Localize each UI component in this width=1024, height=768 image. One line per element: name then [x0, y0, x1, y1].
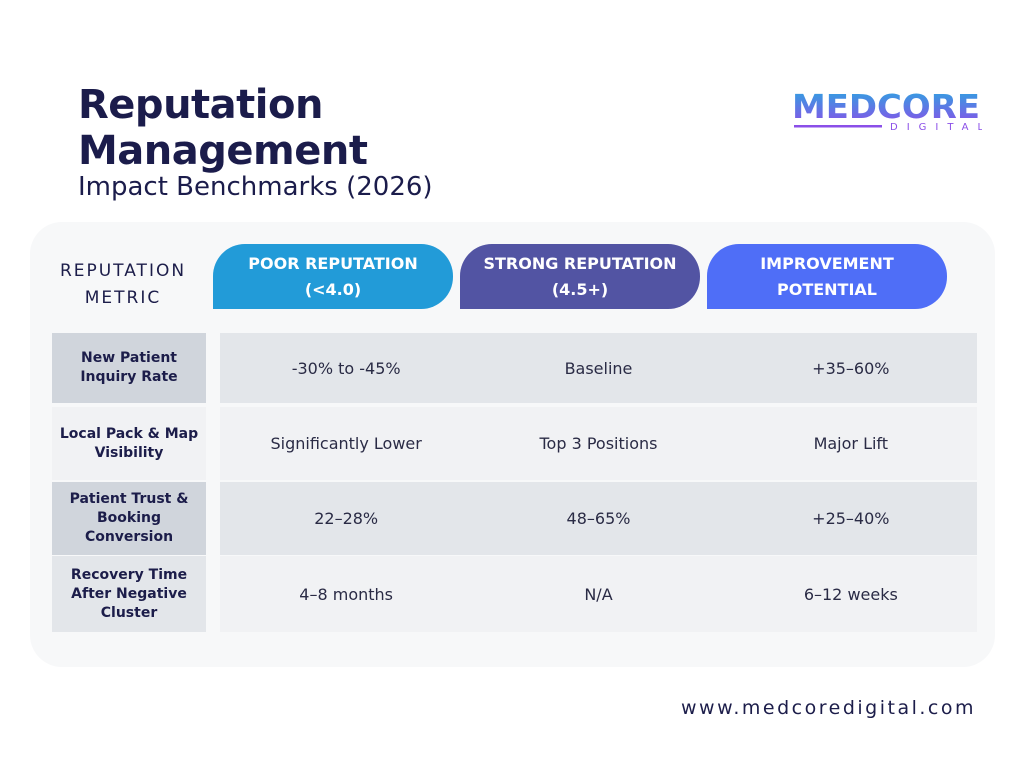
metric-header-line2: METRIC [84, 288, 162, 308]
header-line2: (<4.0) [304, 279, 362, 299]
cell-improvement: +25–40% [812, 509, 890, 528]
row-label: Patient Trust & Booking Conversion [52, 482, 206, 555]
header-line2: (4.5+) [551, 279, 609, 299]
header-line1: STRONG REPUTATION [483, 253, 677, 273]
header-line2: POTENTIAL [776, 279, 877, 299]
title-line-2: Management [78, 128, 368, 174]
table-row: New Patient Inquiry Rate -30% to -45% Bas… [52, 333, 977, 403]
svg-text:DIGITAL: DIGITAL [890, 122, 982, 133]
row-label: Local Pack & Map Visibility [52, 407, 206, 480]
footer-url[interactable]: www.medcoredigital.com [681, 697, 976, 719]
cell-improvement: +35–60% [812, 358, 890, 378]
page-subtitle: Impact Benchmarks (2026) [78, 172, 433, 202]
header-line1: IMPROVEMENT [760, 253, 894, 273]
table-row: Recovery Time After Negative Cluster 4–8… [52, 556, 977, 632]
page-title: Reputation Management [78, 82, 368, 174]
cell-poor: Significantly Lower [270, 434, 422, 453]
table-row: Local Pack & Map Visibility Significantl… [52, 407, 977, 480]
svg-text:MEDCORE: MEDCORE [792, 88, 980, 126]
cell-poor: -30% to -45% [291, 358, 401, 378]
cell-poor: 22–28% [314, 509, 379, 528]
column-header-strong: STRONG REPUTATION (4.5+) [460, 244, 700, 309]
cell-improvement: 6–12 weeks [803, 584, 898, 604]
column-header-improvement: IMPROVEMENT POTENTIAL [707, 244, 947, 309]
table-row: Patient Trust & Booking Conversion 22–28… [52, 482, 977, 555]
row-label: Recovery Time After Negative Cluster [52, 556, 206, 632]
cell-strong: Top 3 Positions [539, 434, 658, 453]
metric-header-line1: REPUTATION [59, 261, 187, 281]
cell-strong: N/A [584, 584, 613, 604]
cell-strong: 48–65% [566, 509, 631, 528]
cell-improvement: Major Lift [813, 434, 889, 453]
medcore-logo: MEDCORE DIGITAL [792, 88, 982, 133]
column-header-poor: POOR REPUTATION (<4.0) [213, 244, 453, 309]
metric-column-header: REPUTATION METRIC [52, 258, 194, 312]
header-line1: POOR REPUTATION [248, 253, 418, 273]
row-label: New Patient Inquiry Rate [52, 333, 206, 403]
cell-strong: Baseline [564, 358, 633, 378]
cell-poor: 4–8 months [299, 584, 394, 604]
title-line-1: Reputation [78, 82, 323, 128]
